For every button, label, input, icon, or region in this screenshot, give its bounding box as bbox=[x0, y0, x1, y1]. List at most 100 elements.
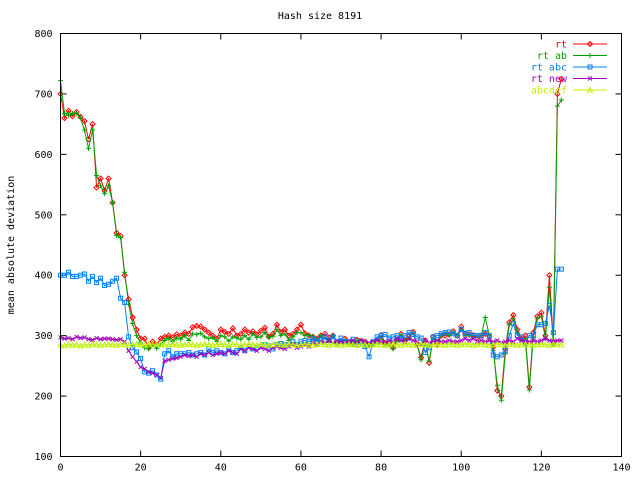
data-point bbox=[154, 372, 160, 378]
data-point bbox=[469, 341, 477, 348]
data-point bbox=[309, 341, 317, 348]
data-point bbox=[538, 340, 545, 347]
data-point bbox=[122, 299, 128, 305]
data-point bbox=[89, 120, 96, 128]
data-point bbox=[421, 341, 429, 348]
data-point bbox=[206, 350, 212, 355]
legend-entry: rt ab bbox=[537, 51, 607, 62]
data-point bbox=[546, 272, 553, 279]
data-point bbox=[113, 341, 120, 348]
data-point bbox=[489, 341, 497, 348]
data-point bbox=[78, 335, 83, 341]
legend-label: rt bbox=[555, 40, 567, 51]
axes: 100 200 300 400 500 600 700 800 0 20 40 60 80 100 120 1… bbox=[34, 29, 630, 474]
data-point bbox=[454, 333, 460, 339]
data-point bbox=[222, 351, 228, 357]
data-point bbox=[145, 340, 153, 347]
data-point bbox=[454, 339, 460, 345]
data-point bbox=[73, 341, 80, 348]
data-point bbox=[102, 336, 107, 342]
data-point bbox=[281, 341, 289, 348]
data-point bbox=[285, 340, 293, 347]
data-point bbox=[62, 272, 68, 278]
data-point bbox=[66, 335, 71, 341]
data-point bbox=[118, 336, 123, 342]
data-point bbox=[505, 340, 513, 347]
data-point bbox=[214, 351, 220, 357]
data-point bbox=[106, 281, 112, 287]
data-point bbox=[110, 336, 115, 342]
data-point bbox=[150, 370, 156, 376]
data-point bbox=[485, 341, 493, 348]
data-point bbox=[482, 330, 488, 336]
data-point bbox=[250, 331, 256, 337]
plot-series bbox=[57, 75, 565, 403]
data-point bbox=[242, 333, 248, 339]
data-point bbox=[542, 321, 548, 327]
data-point bbox=[118, 235, 124, 241]
data-point bbox=[317, 340, 325, 347]
data-point bbox=[587, 76, 593, 81]
data-point bbox=[389, 340, 397, 347]
data-point bbox=[341, 341, 349, 348]
data-point bbox=[86, 278, 92, 284]
data-point bbox=[106, 183, 112, 189]
y-tick-label: 200 bbox=[34, 392, 52, 403]
data-point bbox=[90, 337, 95, 343]
data-point bbox=[245, 340, 253, 347]
data-point bbox=[257, 340, 265, 347]
data-point bbox=[497, 341, 505, 348]
data-point bbox=[170, 356, 176, 361]
data-point bbox=[89, 340, 96, 347]
data-point bbox=[517, 341, 525, 348]
data-point bbox=[554, 90, 561, 98]
data-point bbox=[542, 341, 549, 348]
data-point bbox=[417, 340, 425, 347]
data-point bbox=[237, 330, 245, 338]
data-point bbox=[433, 340, 441, 347]
x-tick-label: 80 bbox=[375, 463, 387, 474]
data-point bbox=[253, 341, 261, 348]
legend-entry: abcdef bbox=[531, 86, 607, 97]
data-point bbox=[385, 341, 393, 348]
data-point bbox=[518, 338, 524, 343]
data-point bbox=[181, 341, 189, 348]
data-point bbox=[394, 333, 400, 339]
data-point bbox=[526, 387, 532, 393]
data-point bbox=[241, 326, 249, 333]
data-point bbox=[94, 335, 99, 341]
data-point bbox=[242, 348, 248, 354]
data-point bbox=[69, 341, 76, 348]
data-point bbox=[165, 341, 173, 348]
legend-label: rt new bbox=[531, 74, 568, 85]
data-point bbox=[86, 336, 91, 342]
data-point bbox=[93, 184, 100, 191]
data-point bbox=[190, 331, 196, 337]
data-point bbox=[305, 341, 313, 348]
data-point bbox=[310, 336, 316, 342]
data-point bbox=[262, 330, 268, 336]
data-point bbox=[353, 341, 361, 348]
data-point bbox=[350, 338, 356, 343]
data-point bbox=[586, 40, 594, 48]
data-point bbox=[70, 336, 75, 342]
data-point bbox=[269, 341, 277, 348]
series-0 bbox=[57, 75, 565, 400]
data-point bbox=[298, 330, 304, 336]
data-point bbox=[534, 341, 541, 348]
data-point bbox=[257, 327, 265, 335]
data-point bbox=[382, 331, 388, 337]
data-point bbox=[213, 341, 221, 348]
data-point bbox=[398, 338, 404, 343]
data-point bbox=[198, 330, 204, 336]
data-point bbox=[266, 334, 272, 340]
data-point bbox=[306, 339, 312, 345]
data-point bbox=[166, 348, 172, 354]
data-point bbox=[162, 351, 168, 357]
x-tick-label: 20 bbox=[135, 463, 147, 474]
data-point bbox=[61, 114, 68, 122]
y-tick-label: 400 bbox=[34, 271, 52, 282]
data-point bbox=[478, 333, 484, 339]
y-tick-label: 600 bbox=[34, 150, 52, 161]
data-point bbox=[226, 348, 232, 354]
